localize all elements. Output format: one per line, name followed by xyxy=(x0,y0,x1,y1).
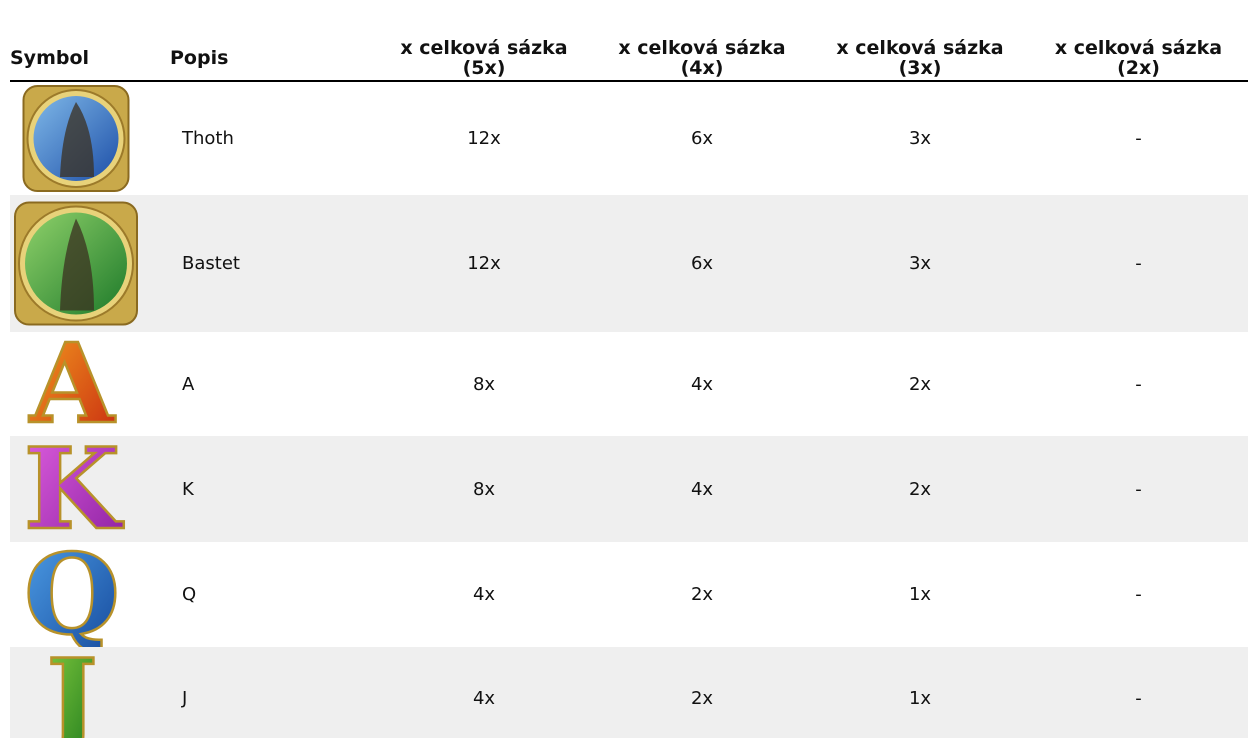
symbol-cell xyxy=(10,81,170,195)
payout: 4x xyxy=(472,584,496,605)
table-body: Thoth 12x 6x 3x - Bastet 12x 6x 3x - A A 8x 4x 2x - K K 8x… xyxy=(10,81,1248,738)
header-cell: x celková sázka (3x) xyxy=(811,0,1029,82)
header-text: x celková sázka (5x) xyxy=(400,37,568,79)
table-row: J J 4x 2x 1x - xyxy=(10,647,1248,738)
symbol-letter: J xyxy=(38,647,97,738)
payout: 8x xyxy=(472,373,496,395)
table-row: Q Q 4x 2x 1x - xyxy=(10,542,1248,647)
header-cell: x celková sázka (4x) xyxy=(593,0,811,82)
symbol-letter: K xyxy=(24,436,125,542)
header-text: x celková sázka (2x) xyxy=(1054,37,1223,79)
payout: 3x xyxy=(811,195,1029,332)
medal-figure xyxy=(60,102,94,177)
payout: 1x xyxy=(908,584,932,605)
payout: 2x xyxy=(593,647,811,738)
payout: 8x xyxy=(375,436,593,542)
symbol-letter: Q xyxy=(24,542,120,647)
payout: - xyxy=(1135,584,1142,605)
table-row: A A 8x 4x 2x - xyxy=(10,332,1248,436)
table-header: Symbol Popis x celková sázka (5x) x celková… xyxy=(10,0,1248,82)
description: K xyxy=(170,436,375,542)
symbol-icon: A xyxy=(27,332,117,436)
payout: 1x xyxy=(811,647,1029,738)
description: Thoth xyxy=(182,128,234,149)
table-row: Bastet 12x 6x 3x - xyxy=(10,195,1248,332)
header-text: x celková sázka (3x) xyxy=(836,37,1004,79)
symbol-icon: Q xyxy=(23,542,122,647)
payout: - xyxy=(1135,373,1142,395)
symbol-icon: K xyxy=(22,436,126,542)
header-text: x celková sázka (4x) xyxy=(618,37,786,79)
description: A xyxy=(182,373,195,395)
paytable: Symbol Popis x celková sázka (5x) x celková… xyxy=(10,0,1248,738)
payout: 2x xyxy=(690,584,714,605)
payout: 4x xyxy=(690,373,714,395)
payout: 6x xyxy=(690,128,714,149)
symbol-cell: K xyxy=(10,436,170,542)
symbol-icon xyxy=(14,201,138,326)
symbol-cell: Q xyxy=(10,542,170,647)
payout: - xyxy=(1029,195,1248,332)
payout: - xyxy=(1029,436,1248,542)
payout: - xyxy=(1029,647,1248,738)
description: Q xyxy=(182,584,197,605)
medal-figure xyxy=(60,218,94,311)
payout: - xyxy=(1135,128,1142,149)
symbol-icon: J xyxy=(37,647,99,738)
payout: 12x xyxy=(467,128,501,149)
header-row: Symbol Popis x celková sázka (5x) x celková… xyxy=(10,0,1248,82)
symbol-cell: J xyxy=(10,647,170,738)
symbol-icon xyxy=(22,85,130,192)
header-cell: Popis xyxy=(170,0,375,82)
payout: 12x xyxy=(375,195,593,332)
symbol-cell: A xyxy=(10,332,170,436)
payout: 2x xyxy=(908,373,932,395)
payout: 4x xyxy=(593,436,811,542)
header-cell: x celková sázka (2x) xyxy=(1029,0,1248,82)
payout: 6x xyxy=(593,195,811,332)
table-row: Thoth 12x 6x 3x - xyxy=(10,81,1248,195)
description: Bastet xyxy=(170,195,375,332)
payout: 4x xyxy=(375,647,593,738)
description: J xyxy=(170,647,375,738)
payout: 3x xyxy=(908,128,932,149)
symbol-letter: A xyxy=(29,332,116,436)
header-cell: Symbol xyxy=(10,0,170,82)
header-cell: x celková sázka (5x) xyxy=(375,0,593,82)
symbol-cell xyxy=(10,195,170,332)
table-row: K K 8x 4x 2x - xyxy=(10,436,1248,542)
payout: 2x xyxy=(811,436,1029,542)
